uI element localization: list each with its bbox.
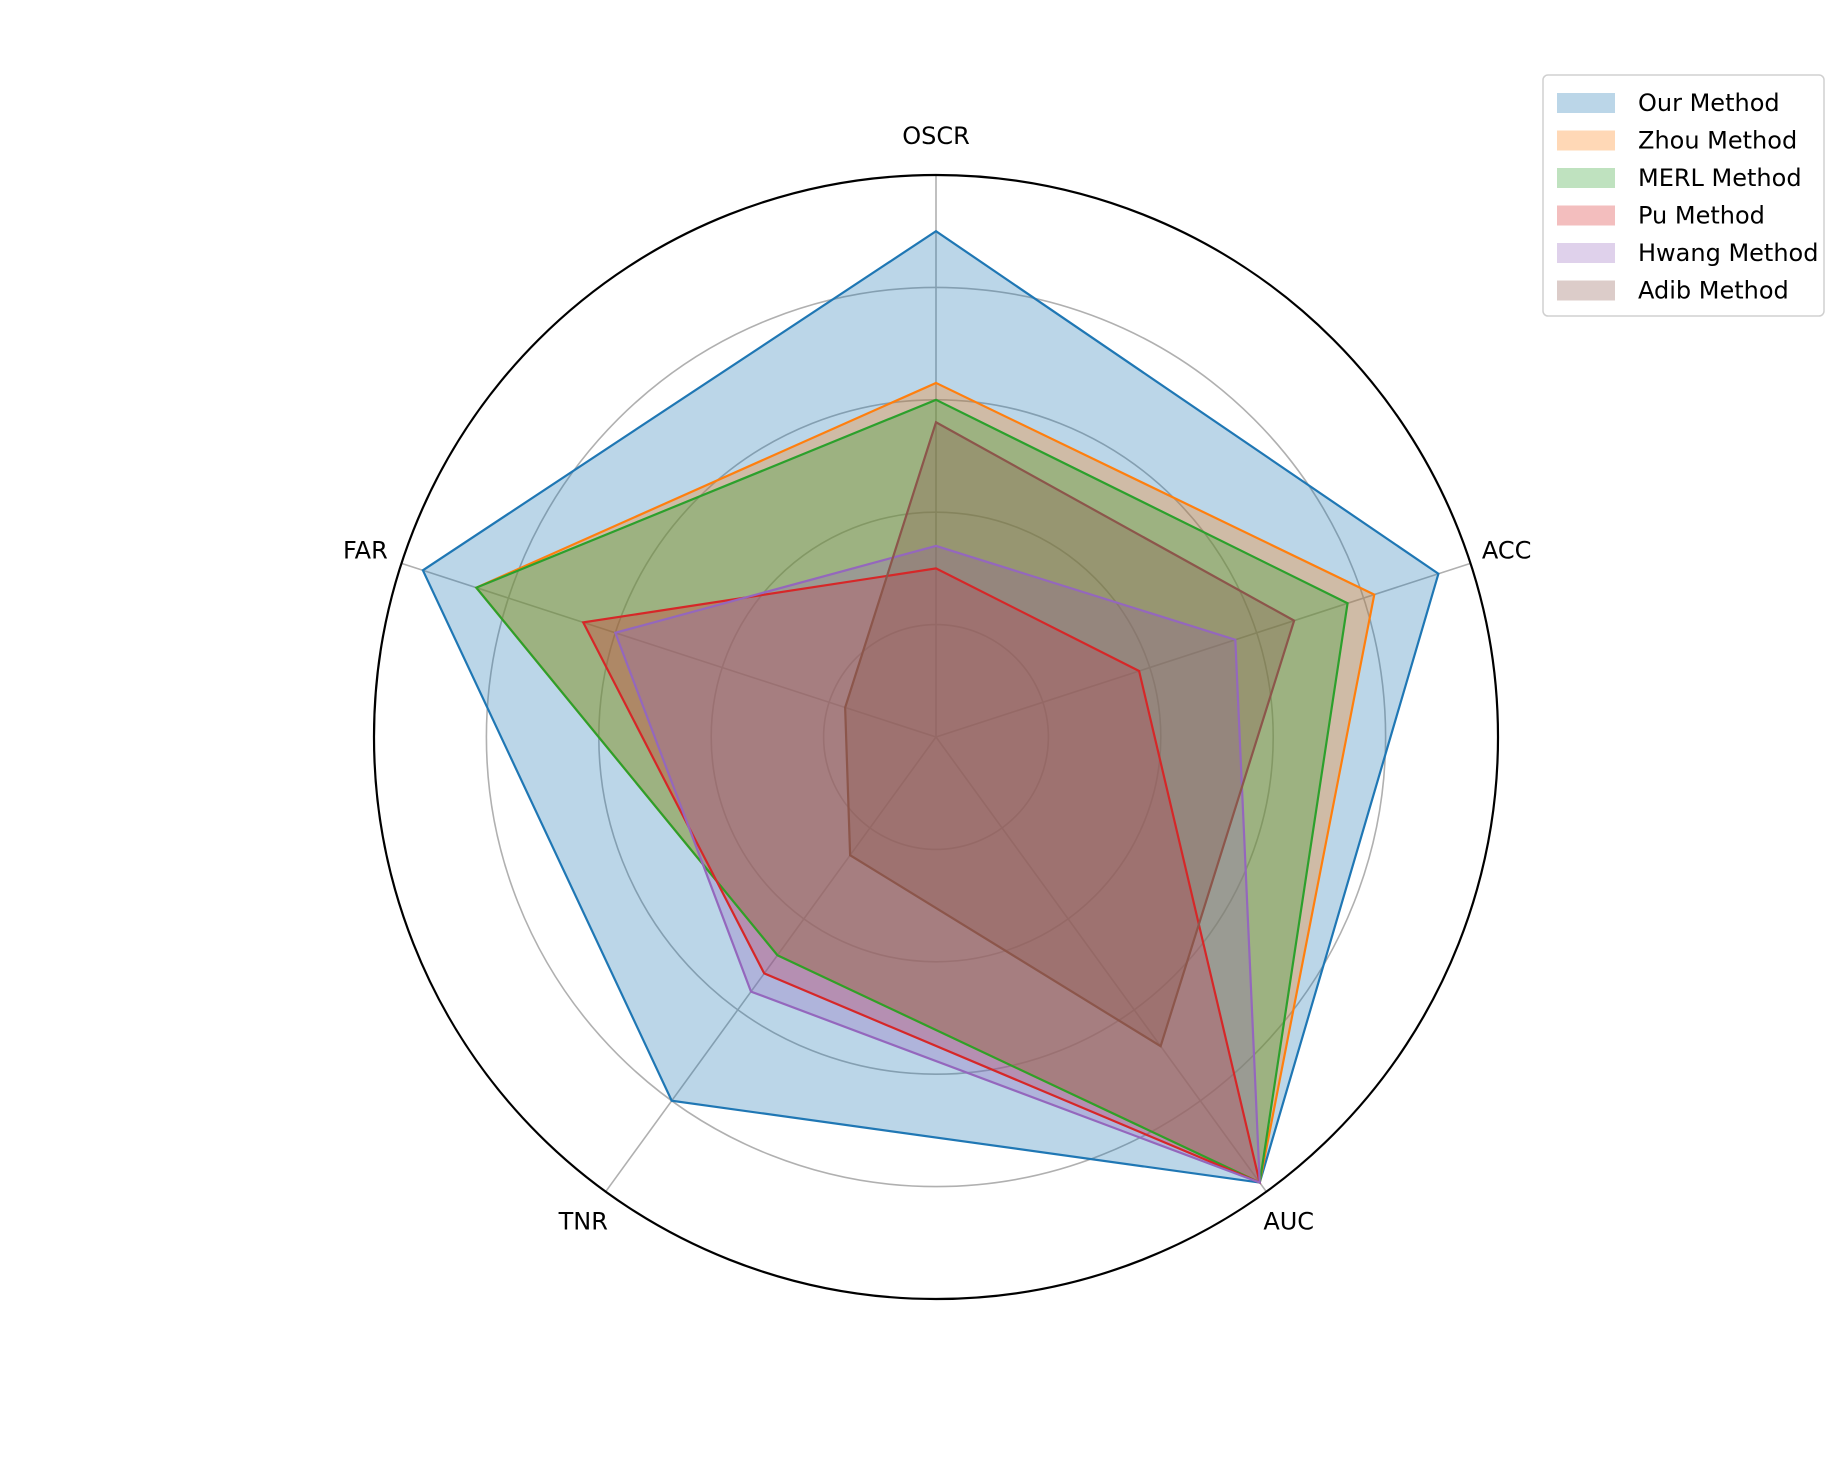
- series-fill-our-method: [422, 231, 1439, 1183]
- axis-label-tnr: TNR: [558, 1207, 608, 1235]
- legend-label-adib-method: Adib Method: [1638, 277, 1789, 305]
- series-fill-pu-method: [583, 568, 1260, 1183]
- legend-swatch-pu-method: [1557, 205, 1615, 226]
- axis-label-auc: AUC: [1263, 1207, 1314, 1235]
- series-line-merl-method: [474, 398, 1349, 1185]
- series-layer: [421, 229, 1440, 1185]
- legend-frame: [1542, 74, 1825, 317]
- spoke-tnr: [605, 736, 937, 1193]
- series-line-our-method: [421, 229, 1440, 1184]
- legend-label-pu-method: Pu Method: [1638, 202, 1765, 230]
- axis-label-layer: ACC OSCR FAR TNR AUC: [343, 122, 1531, 1235]
- series-fill-hwang-method: [615, 545, 1260, 1183]
- series-fill-zhou-method: [476, 382, 1375, 1183]
- spoke-far: [401, 562, 937, 738]
- legend-swatch-our-method: [1557, 93, 1615, 113]
- spoke-auc: [935, 736, 1267, 1193]
- grid-layer: [401, 175, 1471, 1193]
- outer-frame: [372, 173, 1500, 1301]
- legend-label-hwang-method: Hwang Method: [1638, 239, 1818, 267]
- legend-label-our-method: Our Method: [1638, 89, 1780, 117]
- legend-swatch-adib-method: [1557, 280, 1615, 301]
- series-line-hwang-method: [613, 544, 1261, 1185]
- series-fill-merl-method: [476, 399, 1348, 1183]
- legend-swatch-merl-method: [1557, 168, 1615, 188]
- series-line-pu-method: [581, 567, 1262, 1185]
- legend-swatch-hwang-method: [1557, 243, 1615, 263]
- legend-label-merl-method: MERL Method: [1638, 164, 1802, 192]
- axis-label-far: FAR: [343, 537, 388, 565]
- axis-label-oscr: OSCR: [902, 122, 970, 150]
- legend-swatch-zhou-method: [1557, 130, 1615, 151]
- spoke-acc: [935, 562, 1471, 738]
- axis-label-acc: ACC: [1482, 537, 1532, 565]
- legend: Our Method Zhou Method MERL Method Pu Metho…: [1542, 74, 1825, 317]
- legend-label-zhou-method: Zhou Method: [1638, 127, 1797, 155]
- series-line-adib-method: [844, 420, 1296, 1048]
